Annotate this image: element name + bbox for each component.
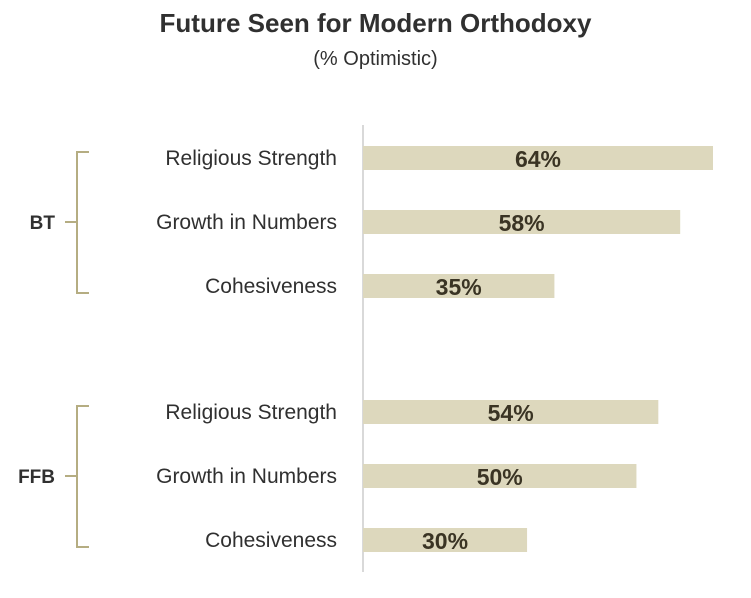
bar bbox=[363, 400, 659, 424]
category-label: Growth in Numbers bbox=[156, 465, 337, 488]
group-label: BT bbox=[30, 213, 56, 234]
group-label: FFB bbox=[18, 467, 55, 488]
chart-title: Future Seen for Modern Orthodoxy bbox=[159, 8, 592, 38]
bar bbox=[363, 210, 681, 234]
data-label: 54% bbox=[488, 400, 534, 426]
data-label: 64% bbox=[515, 146, 561, 172]
category-label: Religious Strength bbox=[165, 147, 337, 170]
bar bbox=[363, 274, 555, 298]
data-label: 50% bbox=[477, 464, 523, 490]
category-label: Growth in Numbers bbox=[156, 211, 337, 234]
data-label: 35% bbox=[436, 274, 482, 300]
category-label: Religious Strength bbox=[165, 401, 337, 424]
category-label: Cohesiveness bbox=[205, 275, 337, 298]
group-bracket bbox=[76, 405, 89, 548]
bar bbox=[363, 146, 713, 170]
bar bbox=[363, 528, 528, 552]
chart-subtitle: (% Optimistic) bbox=[313, 48, 438, 70]
bar bbox=[363, 464, 637, 488]
data-label: 30% bbox=[422, 528, 468, 554]
category-label: Cohesiveness bbox=[205, 529, 337, 552]
group-bracket bbox=[76, 151, 89, 294]
data-label: 58% bbox=[499, 210, 545, 236]
